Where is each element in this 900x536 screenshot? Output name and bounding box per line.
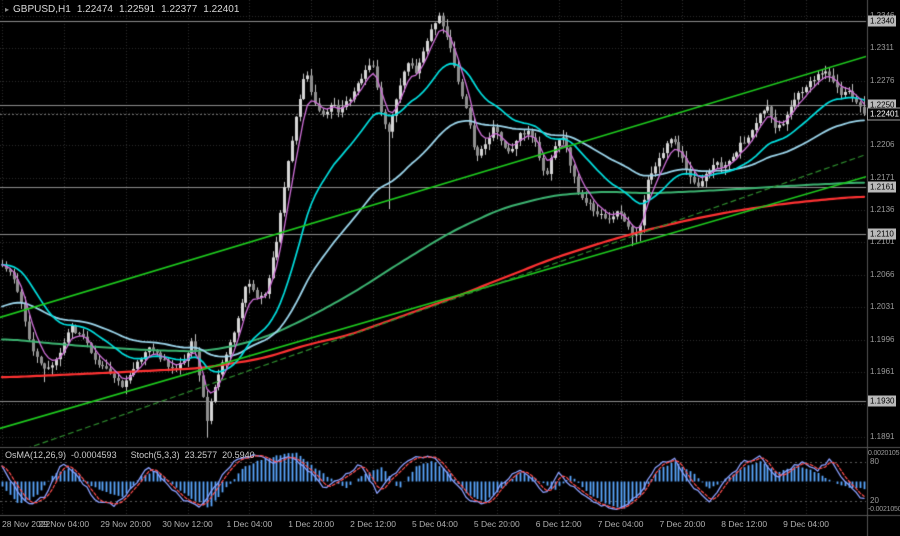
price-chart-canvas[interactable] [0,0,900,536]
trading-chart-window: ▸ GBPUSD,H1 1.22474 1.22591 1.22377 1.22401 O… [0,0,900,536]
